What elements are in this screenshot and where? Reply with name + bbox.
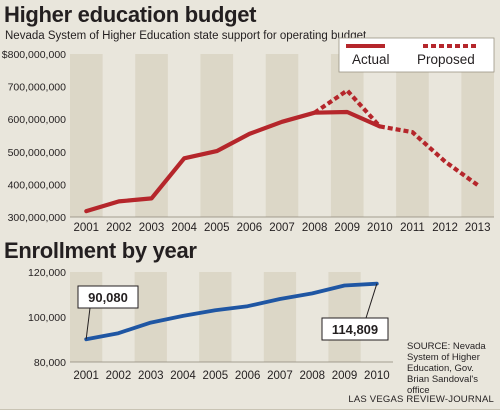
y-tick-label: 300,000,000	[8, 212, 67, 224]
y-tick-label: 120,000	[28, 267, 66, 279]
x-tick-label: 2002	[106, 370, 132, 382]
grid-band	[199, 272, 231, 362]
callout-label: 114,809	[332, 322, 378, 337]
callout-label: 90,080	[88, 290, 128, 305]
y-tick-label: $800,000,000	[2, 49, 66, 61]
x-tick-label: 2012	[432, 222, 458, 234]
x-tick-label: 2004	[170, 370, 196, 382]
grid-band	[70, 54, 103, 217]
x-tick-label: 2011	[400, 222, 425, 234]
x-tick-label: 2009	[332, 370, 358, 382]
x-tick-label: 2004	[171, 222, 197, 234]
x-tick-label: 2013	[465, 222, 491, 234]
x-tick-label: 2009	[334, 222, 360, 234]
legend-actual-label: Actual	[352, 52, 390, 67]
legend-proposed-label: Proposed	[417, 52, 475, 67]
x-tick-label: 2003	[139, 222, 165, 234]
grid-band	[396, 54, 429, 217]
x-tick-label: 2010	[364, 370, 390, 382]
x-tick-label: 2008	[299, 370, 325, 382]
budget-chart: 300,000,000 400,000,000 500,000,000 600,000…	[0, 0, 500, 236]
publisher-credit: LAS VEGAS REVIEW-JOURNAL	[348, 394, 494, 405]
x-tick-label: 2003	[138, 370, 164, 382]
y-tick-label: 500,000,000	[8, 147, 67, 159]
callout-leader	[366, 284, 377, 318]
y-tick-label: 100,000	[28, 312, 66, 324]
grid-band	[331, 54, 364, 217]
grid-band	[461, 54, 494, 217]
x-tick-label: 2008	[302, 222, 328, 234]
x-tick-label: 2001	[73, 370, 99, 382]
x-tick-label: 2007	[267, 370, 293, 382]
x-tick-label: 2006	[235, 370, 261, 382]
x-tick-label: 2002	[106, 222, 132, 234]
x-tick-label: 2005	[204, 222, 230, 234]
x-tick-label: 2007	[269, 222, 295, 234]
grid-band	[264, 272, 296, 362]
y-tick-label: 700,000,000	[8, 82, 67, 94]
y-tick-label: 600,000,000	[8, 114, 67, 126]
x-tick-label: 2001	[74, 222, 100, 234]
grid-band	[135, 272, 167, 362]
y-tick-label: 400,000,000	[8, 179, 67, 191]
x-tick-label: 2006	[237, 222, 263, 234]
x-tick-label: 2005	[203, 370, 229, 382]
x-tick-label: 2010	[367, 222, 393, 234]
grid-band	[200, 54, 233, 217]
grid-band	[135, 54, 168, 217]
grid-band	[266, 54, 299, 217]
y-tick-label: 80,000	[34, 357, 66, 369]
source-note: SOURCE: Nevada System of Higher Educatio…	[407, 341, 497, 396]
